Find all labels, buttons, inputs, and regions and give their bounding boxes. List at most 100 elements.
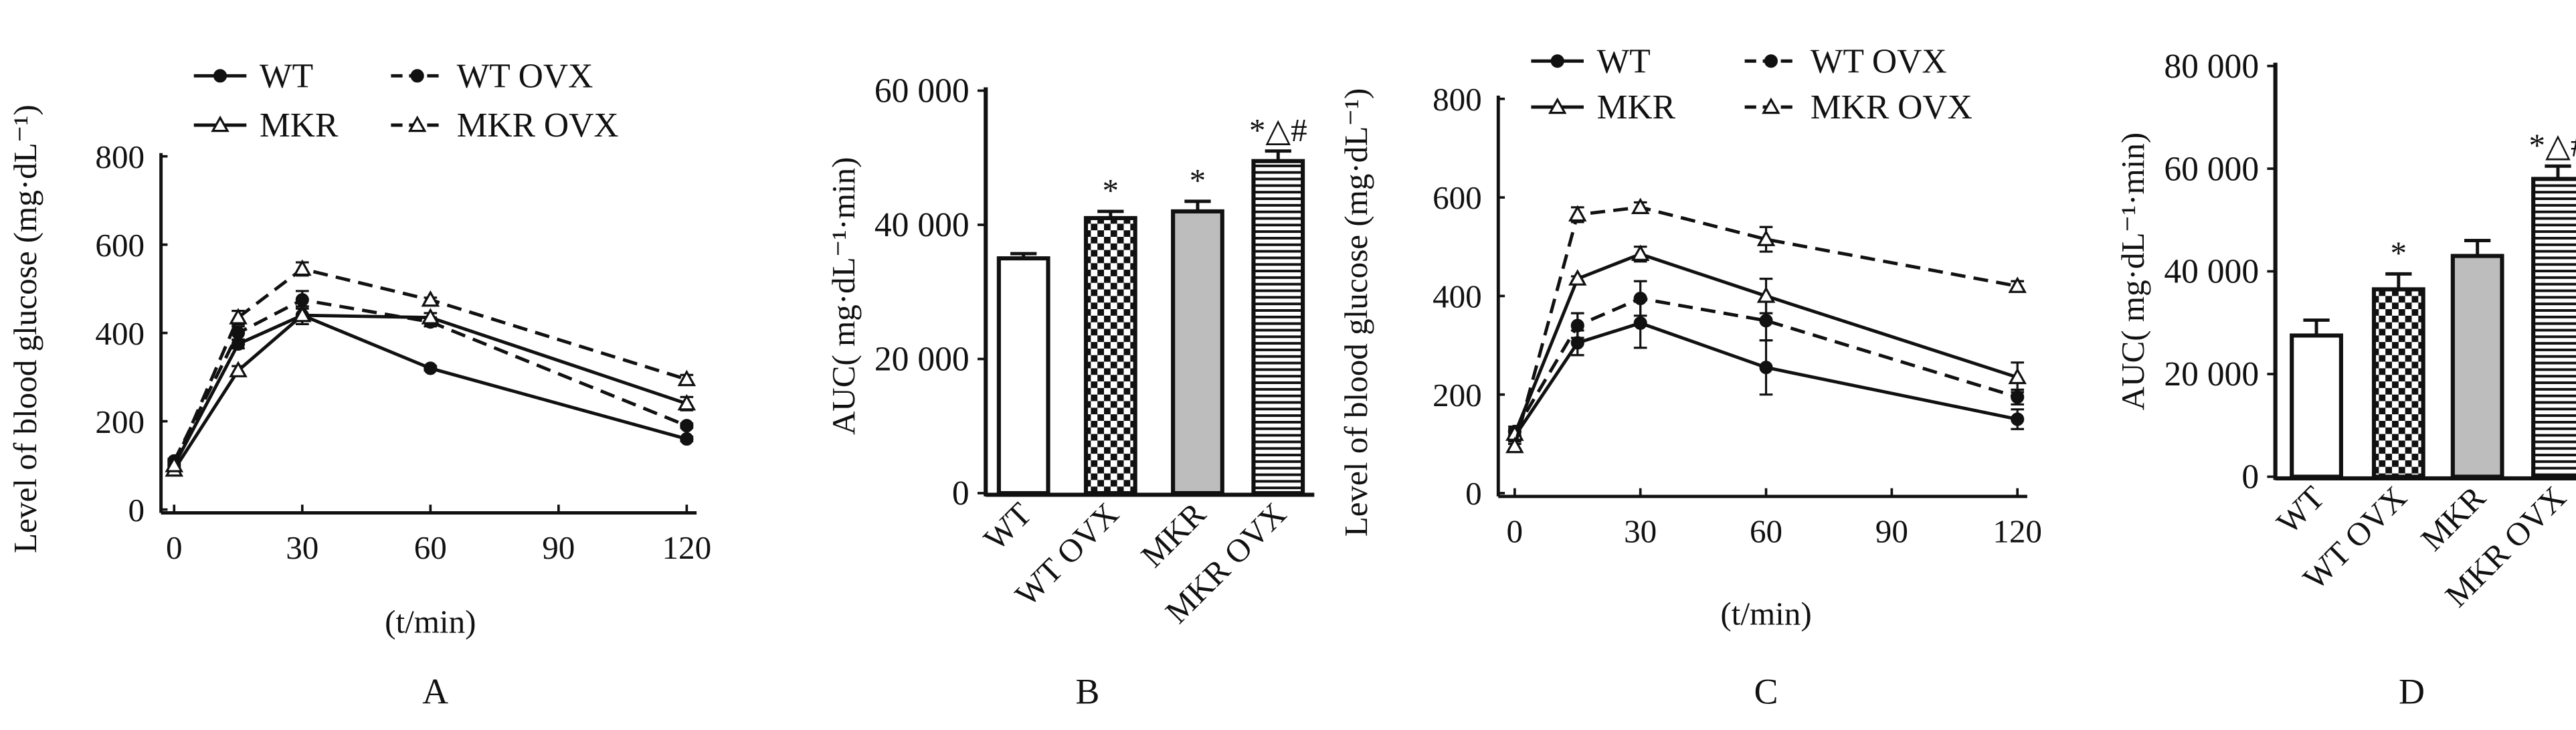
- legend-marker: [410, 69, 424, 83]
- y-tick-label: 600: [1433, 179, 1482, 216]
- bar-wt-ovx: [2371, 287, 2425, 479]
- data-point: [1759, 361, 1773, 375]
- data-point: [1568, 205, 1587, 222]
- data-point: [677, 369, 697, 387]
- y-tick-label: 800: [1433, 81, 1482, 118]
- legend-label: WT OVX: [457, 58, 593, 96]
- data-point: [2008, 276, 2027, 293]
- error-bar: [1097, 209, 1124, 218]
- error-bar: [2385, 272, 2412, 290]
- series-mkr-ovx: [165, 259, 697, 472]
- significance-annotation: *: [1103, 172, 1119, 209]
- legend-entry: WT OVX: [391, 58, 593, 96]
- x-tick-label: 60: [414, 529, 447, 566]
- data-point: [1756, 230, 1776, 246]
- data-point: [1631, 244, 1650, 261]
- data-point: [1756, 286, 1776, 303]
- error-bar: [1184, 199, 1211, 211]
- legend-marker: [1550, 54, 1564, 68]
- y-tick-label: 60 000: [2164, 150, 2259, 188]
- series-line: [173, 313, 687, 466]
- y-axis-label: Level of blood glucose (mg·dL⁻¹): [1338, 88, 1374, 537]
- y-tick-label: 200: [95, 403, 145, 440]
- panel-label: C: [1754, 671, 1778, 711]
- y-tick-label: 0: [128, 492, 145, 529]
- data-point: [421, 308, 440, 325]
- series-mkr: [165, 305, 697, 477]
- y-tick-label: 80 000: [2164, 48, 2259, 86]
- x-tick-label: 30: [1624, 513, 1657, 550]
- legend-entry: MKR OVX: [391, 106, 619, 145]
- error-bar: [1265, 149, 1291, 161]
- x-tick-label: 90: [542, 529, 575, 566]
- legend-marker: [211, 115, 229, 132]
- data-point: [1633, 291, 1647, 306]
- data-point: [1570, 318, 1584, 333]
- data-point: [680, 419, 694, 433]
- legend-label: MKR OVX: [457, 106, 619, 145]
- y-axis-label: AUC( mg·dL⁻¹·min): [825, 157, 862, 436]
- legend-label: MKR: [260, 106, 339, 145]
- error-bar: [2464, 239, 2491, 256]
- y-tick-label: 20 000: [875, 341, 970, 379]
- data-point: [2011, 412, 2025, 426]
- x-axis-label: (t/min): [385, 604, 476, 640]
- x-tick-label: 90: [1875, 513, 1908, 550]
- legend-marker: [1548, 97, 1567, 114]
- x-axis-label: (t/min): [1720, 595, 1811, 632]
- data-point: [421, 290, 440, 307]
- y-tick-label: 400: [1433, 278, 1482, 315]
- y-tick-label: 800: [95, 139, 145, 175]
- y-axis-label: Level of blood glucose (mg·dL⁻¹): [7, 104, 43, 553]
- bar-mkr: [1171, 209, 1224, 496]
- bar-wt-ovx: [1083, 215, 1137, 496]
- x-tick-label: WT: [2270, 479, 2332, 541]
- legend-label: WT: [1597, 42, 1651, 80]
- data-point: [1505, 436, 1524, 454]
- legend-entry: WT: [193, 58, 313, 96]
- x-tick-label: 30: [286, 529, 318, 566]
- data-point: [229, 361, 248, 377]
- panel-label: D: [2399, 671, 2425, 711]
- x-tick-label: 0: [1507, 513, 1524, 550]
- data-point: [2008, 367, 2027, 385]
- y-tick-label: 0: [1465, 475, 1482, 512]
- significance-annotation: *: [1190, 162, 1206, 199]
- legend-label: WT OVX: [1811, 42, 1947, 80]
- legend-label: MKR OVX: [1811, 88, 1972, 126]
- y-tick-label: 400: [95, 315, 145, 352]
- y-axis-label: AUC( mg·dL⁻¹·min): [2114, 132, 2151, 411]
- data-point: [295, 293, 309, 307]
- legend-entry: MKR: [1531, 88, 1676, 126]
- data-point: [1568, 269, 1587, 286]
- bar-mkr-ovx: [2531, 177, 2576, 479]
- data-point: [680, 432, 694, 446]
- y-tick-label: 40 000: [2164, 253, 2259, 291]
- data-point: [229, 308, 248, 325]
- bar-mkr: [2450, 254, 2504, 479]
- y-tick-label: 60 000: [875, 72, 970, 110]
- panel-d-bar-chart: 0 20 000 40 000 60 000 80 000 AUC( mg·dL⁻¹·mi…: [2114, 48, 2576, 711]
- y-tick-label: 200: [1433, 377, 1482, 414]
- x-tick-label: 60: [1750, 513, 1782, 550]
- panel-label: B: [1075, 671, 1099, 711]
- legend-marker: [1764, 54, 1778, 68]
- data-point: [1759, 314, 1773, 328]
- legend-marker: [213, 69, 227, 83]
- legend-marker: [1762, 97, 1780, 114]
- data-point: [293, 259, 312, 276]
- panel-a-line-chart: 0 200 400 600 800 0 30 60 90 120 (t/min) Level of b…: [7, 58, 711, 712]
- y-tick-label: 600: [95, 227, 145, 264]
- significance-annotation: *: [2391, 235, 2407, 272]
- y-tick-label: 40 000: [875, 206, 970, 244]
- y-tick-label: 0: [952, 474, 970, 513]
- x-tick-label: 120: [1993, 513, 2042, 550]
- legend-label: WT: [260, 58, 313, 96]
- error-bar: [1010, 252, 1037, 259]
- bar-mkr-ovx: [1251, 159, 1305, 496]
- data-point: [1631, 197, 1650, 214]
- x-tick-label: 0: [166, 529, 183, 566]
- data-point: [293, 305, 312, 323]
- data-point: [424, 361, 438, 375]
